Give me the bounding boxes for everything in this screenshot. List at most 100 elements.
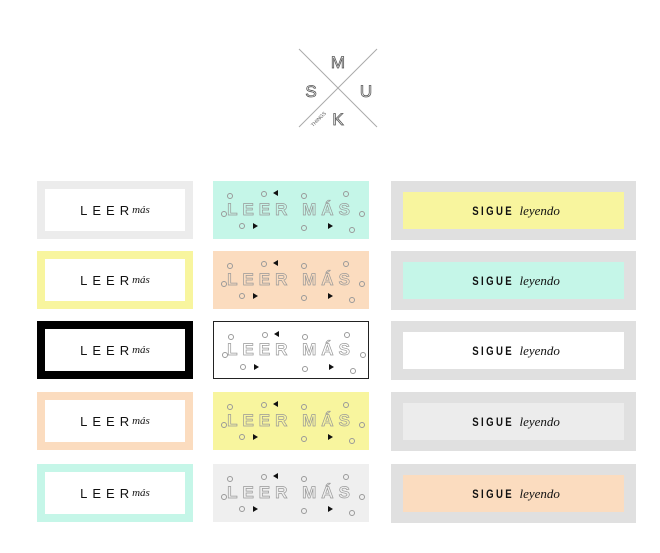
circle-decoration [301, 225, 307, 231]
circle-decoration [344, 332, 350, 338]
circle-decoration [343, 261, 349, 267]
circle-decoration [350, 368, 356, 374]
leer-mas-button-bordered[interactable]: LEER más [37, 321, 193, 379]
sigue-leyendo-button[interactable]: SIGUE leyendo [391, 321, 636, 380]
circle-decoration [349, 227, 355, 233]
leer-mas-button-confetti[interactable]: LEER MÁS [213, 464, 369, 522]
sigue-leyendo-button[interactable]: SIGUE leyendo [391, 251, 636, 310]
logo-letter-u: U [360, 82, 372, 101]
circle-decoration [359, 494, 365, 500]
circle-decoration [343, 402, 349, 408]
triangle-decoration [329, 364, 334, 370]
leer-mas-button-bordered[interactable]: LEER más [37, 251, 193, 309]
triangle-decoration [274, 331, 279, 337]
button-label: SIGUE [472, 343, 515, 358]
triangle-decoration [254, 364, 259, 370]
circle-decoration [301, 263, 307, 269]
circle-decoration [227, 263, 233, 269]
button-label-italic: más [132, 344, 150, 356]
button-label-italic: leyendo [519, 485, 560, 501]
leer-mas-button-confetti[interactable]: LEER MÁS [213, 392, 369, 450]
button-label: LEER MÁS [227, 340, 355, 360]
button-label: SIGUE [472, 273, 515, 288]
circle-decoration [359, 281, 365, 287]
circle-decoration [227, 404, 233, 410]
circle-decoration [301, 193, 307, 199]
circle-decoration [239, 223, 245, 229]
logo: M S U K THINGS [298, 48, 378, 129]
circle-decoration [349, 438, 355, 444]
sigue-leyendo-button[interactable]: SIGUE leyendo [391, 464, 636, 523]
circle-decoration [240, 364, 246, 370]
circle-decoration [222, 352, 228, 358]
circle-decoration [239, 293, 245, 299]
leer-mas-button-confetti[interactable]: LEER MÁS [213, 321, 369, 379]
button-label: SIGUE [472, 414, 515, 429]
button-label-italic: leyendo [519, 413, 560, 429]
circle-decoration [359, 211, 365, 217]
circle-decoration [301, 295, 307, 301]
triangle-decoration [273, 260, 278, 266]
button-label-italic: más [132, 487, 150, 499]
circle-decoration [227, 476, 233, 482]
triangle-decoration [273, 190, 278, 196]
logo-letter-s: S [305, 82, 316, 101]
leer-mas-button-confetti[interactable]: LEER MÁS [213, 251, 369, 309]
triangle-decoration [253, 223, 258, 229]
circle-decoration [262, 332, 268, 338]
triangle-decoration [273, 401, 278, 407]
leer-mas-button-bordered[interactable]: LEER más [37, 181, 193, 239]
triangle-decoration [253, 506, 258, 512]
circle-decoration [261, 402, 267, 408]
leer-mas-button-confetti[interactable]: LEER MÁS [213, 181, 369, 239]
button-label: LEER [80, 272, 135, 288]
circle-decoration [301, 436, 307, 442]
circle-decoration [302, 366, 308, 372]
button-label-italic: más [132, 415, 150, 427]
circle-decoration [221, 494, 227, 500]
circle-decoration [343, 474, 349, 480]
circle-decoration [261, 261, 267, 267]
logo-letter-k: K [332, 110, 344, 129]
circle-decoration [221, 281, 227, 287]
circle-decoration [221, 422, 227, 428]
button-label: LEER [80, 485, 135, 501]
triangle-decoration [273, 473, 278, 479]
button-label: LEER MÁS [227, 411, 355, 431]
logo-letter-m: M [331, 53, 345, 72]
circle-decoration [301, 508, 307, 514]
button-label: LEER MÁS [227, 200, 355, 220]
circle-decoration [359, 422, 365, 428]
button-label: LEER [80, 342, 135, 358]
circle-decoration [221, 211, 227, 217]
button-label-italic: más [132, 274, 150, 286]
button-label: LEER [80, 202, 135, 218]
circle-decoration [227, 193, 233, 199]
circle-decoration [343, 191, 349, 197]
triangle-decoration [253, 293, 258, 299]
circle-decoration [302, 334, 308, 340]
circle-decoration [239, 506, 245, 512]
circle-decoration [301, 404, 307, 410]
button-label: LEER MÁS [227, 270, 355, 290]
triangle-decoration [328, 506, 333, 512]
triangle-decoration [328, 223, 333, 229]
button-label-italic: más [132, 204, 150, 216]
sigue-leyendo-button[interactable]: SIGUE leyendo [391, 392, 636, 451]
circle-decoration [261, 474, 267, 480]
leer-mas-button-bordered[interactable]: LEER más [37, 392, 193, 450]
circle-decoration [261, 191, 267, 197]
triangle-decoration [328, 434, 333, 440]
button-label-italic: leyendo [519, 202, 560, 218]
circle-decoration [239, 434, 245, 440]
triangle-decoration [253, 434, 258, 440]
sigue-leyendo-button[interactable]: SIGUE leyendo [391, 181, 636, 240]
circle-decoration [360, 352, 366, 358]
button-label-italic: leyendo [519, 272, 560, 288]
leer-mas-button-bordered[interactable]: LEER más [37, 464, 193, 522]
circle-decoration [349, 510, 355, 516]
circle-decoration [228, 334, 234, 340]
button-label: LEER [80, 413, 135, 429]
button-label-italic: leyendo [519, 342, 560, 358]
circle-decoration [301, 476, 307, 482]
